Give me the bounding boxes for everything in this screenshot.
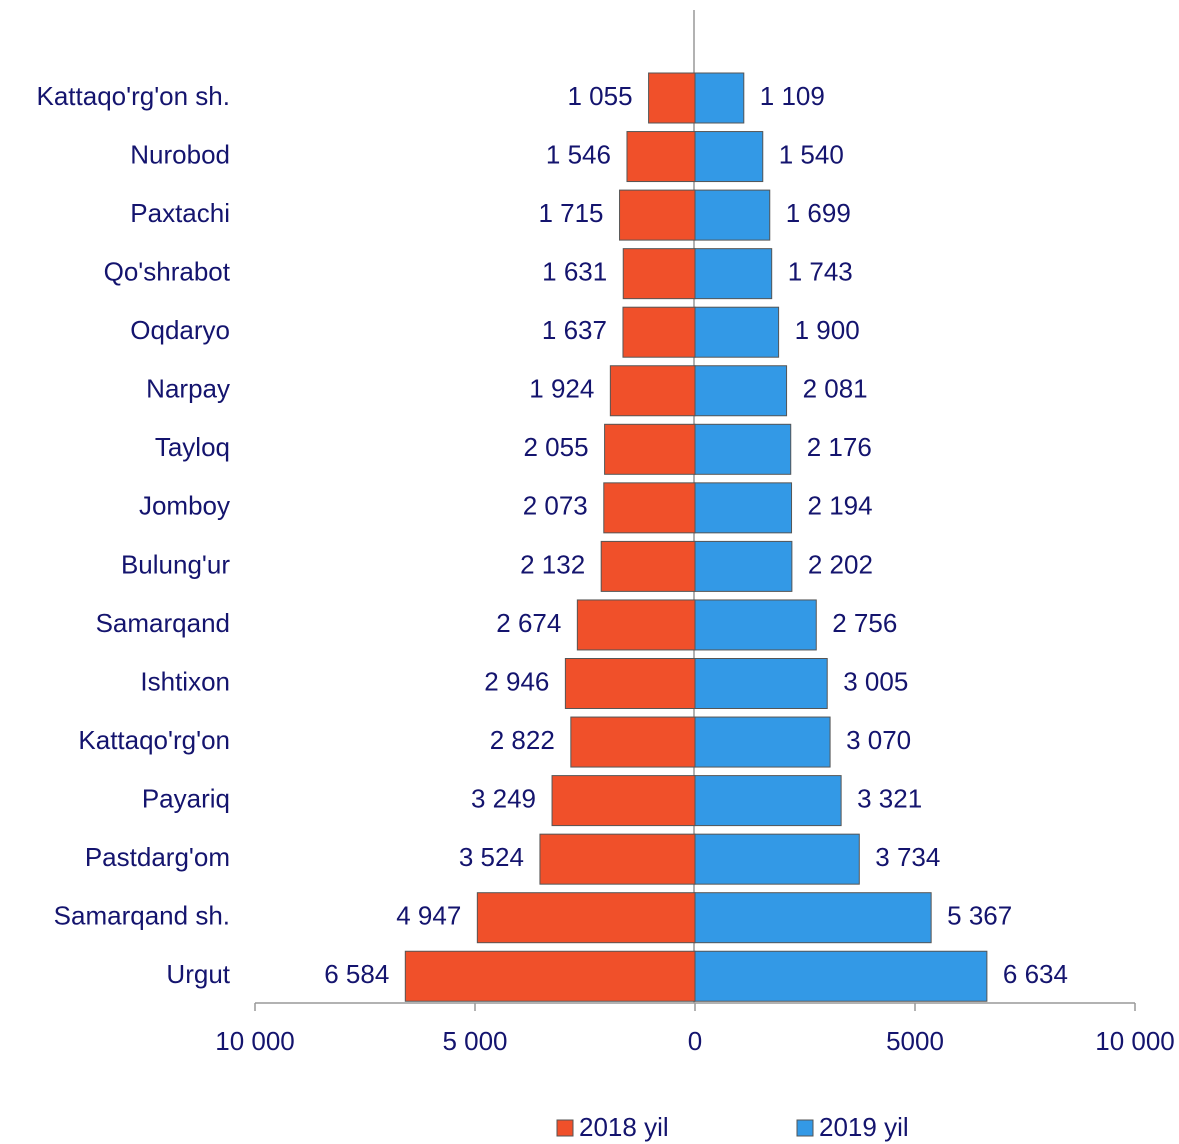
value-label: 3 005 <box>843 666 908 696</box>
bar <box>648 72 696 124</box>
legend-swatch <box>556 1119 574 1137</box>
category-label: Oqdaryo <box>130 315 230 345</box>
bar <box>570 716 696 768</box>
value-label: 6 584 <box>324 959 389 989</box>
legend-swatch <box>796 1119 814 1137</box>
category-label: Kattaqo'rg'on <box>78 725 230 755</box>
value-label: 1 546 <box>546 139 611 169</box>
bar <box>694 658 828 709</box>
legend-label: 2019 yil <box>819 1112 909 1142</box>
value-label: 1 109 <box>760 81 825 111</box>
x-tick-label: 5000 <box>886 1026 944 1056</box>
value-label: 2 055 <box>524 432 589 462</box>
bar <box>619 189 696 241</box>
value-label: 1 055 <box>568 81 633 111</box>
x-tick-label: 5 000 <box>442 1026 507 1056</box>
bar <box>694 482 793 534</box>
legend-label: 2018 yil <box>579 1112 669 1142</box>
value-label: 1 924 <box>529 374 594 404</box>
value-label: 1 699 <box>786 198 851 228</box>
bar <box>694 892 932 944</box>
category-label: Qo'shrabot <box>104 257 231 287</box>
value-label: 1 900 <box>795 315 860 345</box>
bar <box>694 833 860 885</box>
value-label: 4 947 <box>396 901 461 931</box>
category-label: Nurobod <box>130 139 230 169</box>
category-label: Kattaqo'rg'on sh. <box>36 81 230 111</box>
value-label: 2 081 <box>803 374 868 404</box>
value-label: 2 132 <box>520 549 585 579</box>
bar <box>622 248 696 300</box>
bar <box>694 716 831 768</box>
bar <box>600 540 696 592</box>
value-label: 3 524 <box>459 842 524 872</box>
category-label: Jomboy <box>139 491 230 521</box>
x-tick-label: 0 <box>688 1026 702 1056</box>
bar <box>609 365 696 417</box>
value-label: 1 743 <box>788 257 853 287</box>
value-label: 2 674 <box>496 608 561 638</box>
value-label: 1 715 <box>538 198 603 228</box>
bar <box>564 658 696 709</box>
bar <box>622 306 696 358</box>
category-label: Pastdarg'om <box>85 842 230 872</box>
value-label: 2 822 <box>490 725 555 755</box>
value-label: 2 202 <box>808 549 873 579</box>
bar <box>551 775 696 827</box>
bar <box>694 189 771 241</box>
bar <box>476 892 696 944</box>
value-label: 3 249 <box>471 783 536 813</box>
bar <box>694 423 792 475</box>
category-label: Ishtixon <box>140 666 230 696</box>
bar <box>576 599 696 651</box>
bar <box>694 306 780 358</box>
value-label: 1 637 <box>542 315 607 345</box>
value-label: 3 321 <box>857 783 922 813</box>
value-label: 2 946 <box>484 666 549 696</box>
bar <box>404 950 696 1002</box>
category-label: Payariq <box>142 783 230 813</box>
bar <box>604 423 696 475</box>
x-tick-label: 10 000 <box>215 1026 295 1056</box>
bar <box>694 248 773 300</box>
value-label: 6 634 <box>1003 959 1068 989</box>
category-label: Paxtachi <box>130 198 230 228</box>
category-label: Samarqand <box>96 608 230 638</box>
bar <box>694 365 788 417</box>
value-label: 2 073 <box>523 491 588 521</box>
bar <box>694 72 745 124</box>
bar <box>694 775 842 827</box>
category-label: Bulung'ur <box>121 549 230 579</box>
value-label: 3 734 <box>875 842 940 872</box>
value-label: 2 176 <box>807 432 872 462</box>
category-label: Narpay <box>146 374 230 404</box>
bar <box>694 540 793 592</box>
bar <box>603 482 696 534</box>
bar <box>694 599 817 651</box>
bar <box>626 131 696 183</box>
category-label: Urgut <box>166 959 230 989</box>
value-label: 2 756 <box>832 608 897 638</box>
x-tick-label: 10 000 <box>1095 1026 1175 1056</box>
bar <box>539 833 696 885</box>
value-label: 2 194 <box>808 491 873 521</box>
bar <box>694 950 988 1002</box>
category-label: Samarqand sh. <box>54 901 230 931</box>
value-label: 5 367 <box>947 901 1012 931</box>
value-label: 1 631 <box>542 257 607 287</box>
bar <box>694 131 764 183</box>
category-label: Tayloq <box>155 432 230 462</box>
value-label: 3 070 <box>846 725 911 755</box>
value-label: 1 540 <box>779 139 844 169</box>
